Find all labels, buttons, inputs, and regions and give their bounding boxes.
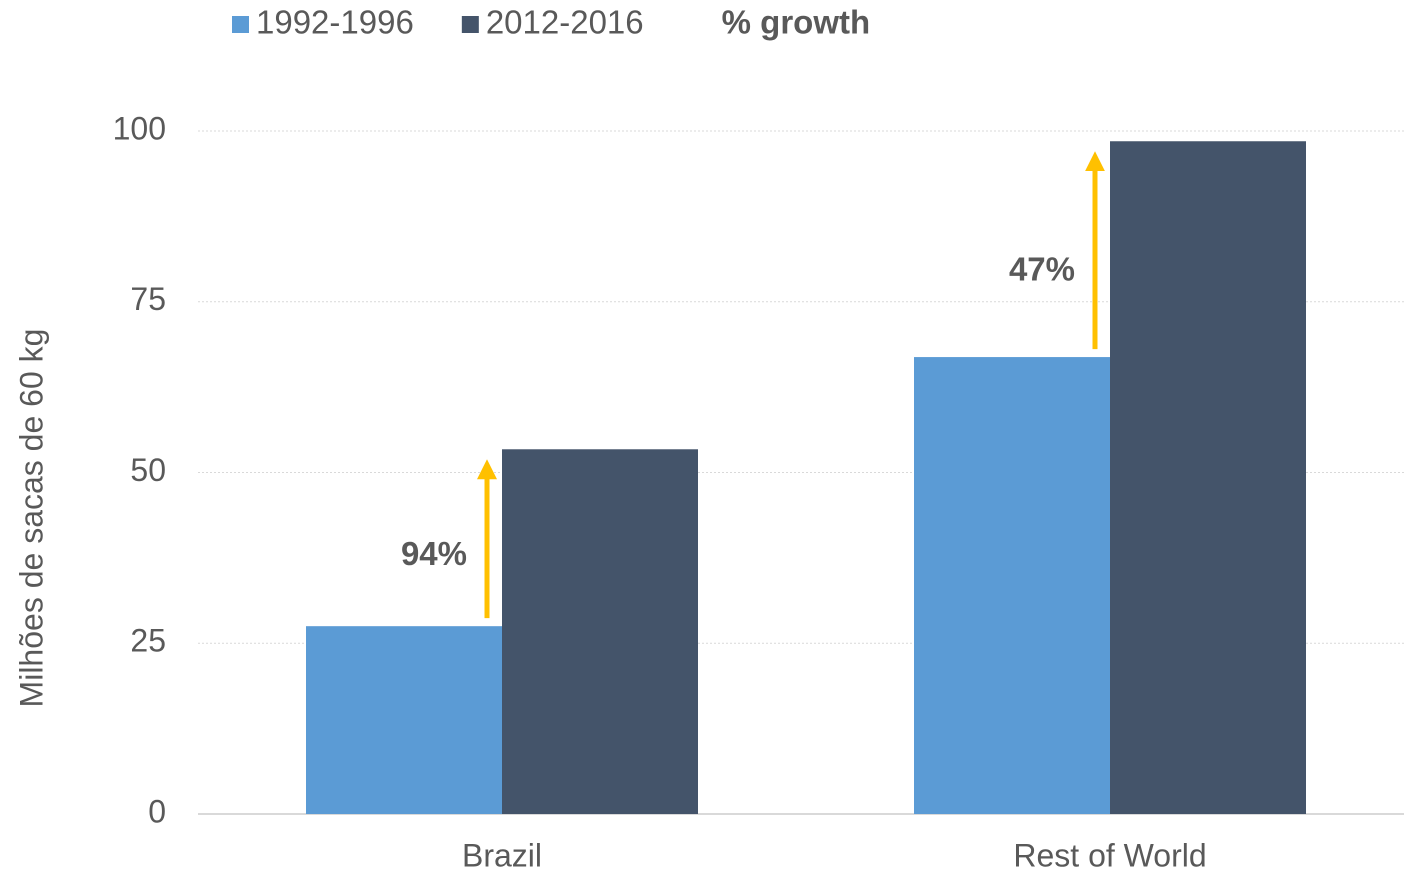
bar bbox=[502, 449, 698, 814]
legend-swatch bbox=[232, 16, 249, 33]
bar bbox=[1110, 141, 1306, 814]
y-tick-label: 25 bbox=[130, 623, 166, 659]
y-axis-label: Milhões de sacas de 60 kg bbox=[13, 329, 49, 708]
legend-label: 1992-1996 bbox=[256, 4, 414, 41]
y-tick-label: 50 bbox=[130, 452, 166, 488]
y-tick-label: 100 bbox=[113, 110, 166, 146]
x-tick-label: Brazil bbox=[462, 837, 542, 873]
bar bbox=[914, 357, 1110, 814]
y-tick-label: 0 bbox=[148, 793, 166, 829]
bar bbox=[306, 626, 502, 814]
growth-annotation: 47% bbox=[1009, 250, 1075, 287]
growth-annotation: 94% bbox=[401, 535, 467, 572]
x-tick-label: Rest of World bbox=[1013, 837, 1206, 873]
growth-label: % growth bbox=[722, 4, 870, 41]
legend-swatch bbox=[461, 16, 479, 33]
legend-label: 2012-2016 bbox=[486, 4, 644, 41]
y-tick-label: 75 bbox=[130, 281, 166, 317]
